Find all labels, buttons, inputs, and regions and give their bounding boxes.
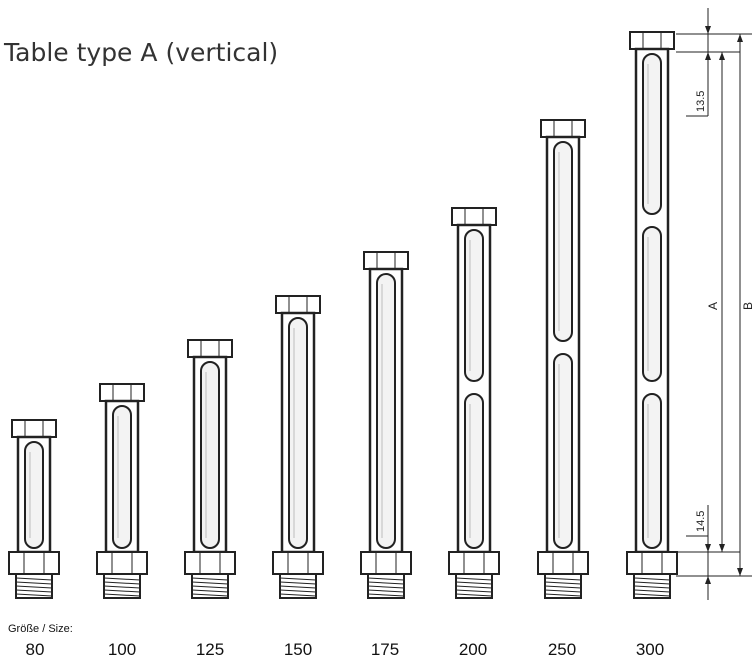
thread-line <box>544 581 582 585</box>
hex-nut <box>448 551 500 575</box>
sight-window <box>464 393 484 549</box>
thread-line <box>15 589 53 593</box>
size-caption: Größe / Size: <box>8 623 73 635</box>
sight-window <box>288 317 308 549</box>
hex-nut <box>184 551 236 575</box>
sight-window <box>112 405 132 549</box>
sight-glass-80 <box>8 419 60 599</box>
sight-glass-100 <box>96 383 148 599</box>
hex-cap <box>629 31 675 50</box>
thread-line <box>544 593 582 597</box>
thread-line <box>544 577 582 581</box>
sight-glass-gauges <box>8 31 678 599</box>
sight-glass-200 <box>448 207 500 599</box>
size-label-300: 300 <box>635 640 665 659</box>
thread-line <box>191 581 229 585</box>
thread-line <box>367 585 405 589</box>
dimension-lines <box>676 8 752 600</box>
thread-line <box>191 577 229 581</box>
hex-cap <box>451 207 497 226</box>
thread-line <box>544 589 582 593</box>
dimension-arrows <box>705 26 743 584</box>
hex-nut <box>8 551 60 575</box>
thread-line <box>455 593 493 597</box>
hex-cap <box>540 119 586 138</box>
thread-line <box>279 581 317 585</box>
thread-line <box>279 585 317 589</box>
thread-line <box>15 593 53 597</box>
sight-window <box>553 353 573 549</box>
thread-line <box>191 593 229 597</box>
thread-line <box>103 581 141 585</box>
size-label-150: 150 <box>283 640 313 659</box>
size-label-175: 175 <box>370 640 400 659</box>
sight-glass-125 <box>184 339 236 599</box>
sight-window <box>642 226 662 382</box>
sight-window <box>553 141 573 342</box>
thread-line <box>367 589 405 593</box>
sight-window <box>200 361 220 549</box>
thread-line <box>15 585 53 589</box>
hex-cap <box>363 251 409 270</box>
sight-glass-250 <box>537 119 589 599</box>
thread-line <box>367 581 405 585</box>
thread-line <box>633 593 671 597</box>
sight-window <box>642 53 662 215</box>
thread-line <box>191 585 229 589</box>
hex-nut <box>360 551 412 575</box>
thread-line <box>455 577 493 581</box>
page-title: Table type A (vertical) <box>4 38 279 67</box>
thread-line <box>103 589 141 593</box>
thread-line <box>15 581 53 585</box>
hex-nut <box>626 551 678 575</box>
hex-cap <box>275 295 321 314</box>
thread-line <box>633 577 671 581</box>
sight-window <box>376 273 396 549</box>
sight-window <box>24 441 44 549</box>
size-label-80: 80 <box>25 640 45 659</box>
thread-line <box>103 577 141 581</box>
thread-line <box>191 589 229 593</box>
thread-line <box>455 581 493 585</box>
hex-cap <box>11 419 57 438</box>
hex-nut <box>272 551 324 575</box>
dimension-label-bottom-offset: 14.5 <box>695 511 707 532</box>
sight-window <box>464 229 484 382</box>
thread-line <box>455 589 493 593</box>
thread-line <box>279 589 317 593</box>
thread-line <box>455 585 493 589</box>
size-label-250: 250 <box>547 640 577 659</box>
thread-line <box>633 581 671 585</box>
size-label-125: 125 <box>195 640 225 659</box>
sight-glass-300 <box>626 31 678 599</box>
hex-cap <box>99 383 145 402</box>
thread-line <box>15 577 53 581</box>
thread-line <box>633 585 671 589</box>
hex-nut <box>96 551 148 575</box>
hex-cap <box>187 339 233 358</box>
thread-line <box>633 589 671 593</box>
thread-line <box>279 577 317 581</box>
thread-line <box>279 593 317 597</box>
thread-line <box>103 585 141 589</box>
hex-nut <box>537 551 589 575</box>
thread-line <box>544 585 582 589</box>
sight-window <box>642 393 662 549</box>
sight-glass-150 <box>272 295 324 599</box>
size-label-200: 200 <box>458 640 488 659</box>
dimension-label-a: A <box>706 302 720 310</box>
thread-line <box>367 593 405 597</box>
dimension-label-top-offset: 13.5 <box>695 91 707 112</box>
thread-line <box>103 593 141 597</box>
thread-line <box>367 577 405 581</box>
sight-glass-175 <box>360 251 412 599</box>
size-label-100: 100 <box>107 640 137 659</box>
dimension-label-b: B <box>741 302 752 310</box>
